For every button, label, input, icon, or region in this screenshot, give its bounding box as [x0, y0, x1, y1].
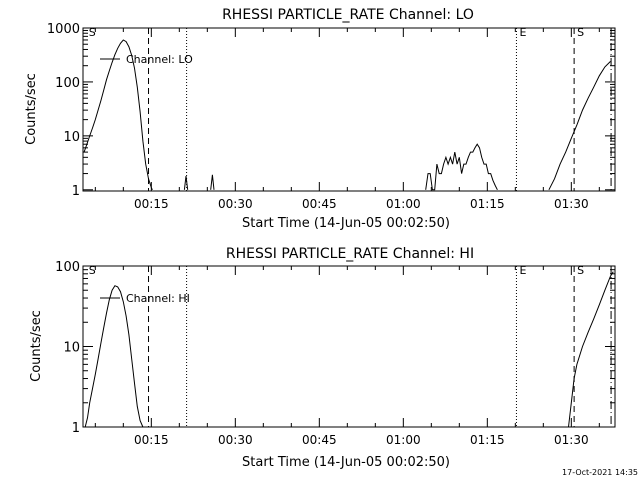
chart-lo-xtick-label-2: 00:45	[302, 197, 337, 211]
chart-lo-series-0-segment-2	[210, 174, 215, 190]
chart-hi-legend-label: Channel: HI	[126, 292, 190, 305]
chart-lo-marker-label-4: S	[577, 26, 584, 39]
chart-hi-ytick-label-1: 10	[63, 341, 80, 356]
chart-lo-series	[83, 39, 611, 191]
chart-lo-frame	[82, 27, 616, 192]
chart-lo-series-0-segment-1	[183, 175, 189, 190]
chart-lo-marker-label-3: E	[519, 26, 526, 39]
chart-lo-ytick-label-1: 10	[63, 130, 80, 145]
chart-hi-marker-label-4: S	[577, 264, 584, 277]
chart-hi-ylabel: Counts/sec	[29, 310, 44, 382]
chart-hi: RHESSI PARTICLE_RATE Channel: HI 00:15 00…	[29, 246, 616, 470]
chart-lo-marker-label-0: S	[89, 26, 96, 39]
chart-lo-ytick-label-3: 1000	[47, 22, 80, 37]
chart-lo-xlabel: Start Time (14-Jun-05 00:02:50)	[242, 216, 450, 231]
chart-lo-ylabel: Counts/sec	[24, 73, 39, 145]
chart-lo-title: RHESSI PARTICLE_RATE Channel: LO	[222, 7, 474, 23]
chart-hi-marker-label-0: S	[89, 264, 96, 277]
chart-lo-legend-label: Channel: LO	[126, 53, 193, 66]
chart-hi-xtick-label-5: 01:30	[554, 433, 589, 447]
chart-hi-ticks: 00:15 00:30 00:45 01:00 01:15 01:30 1 10 100	[55, 260, 615, 447]
chart-lo-ytick-label-0: 1	[72, 184, 80, 199]
chart-hi-series-0-segment-1	[568, 271, 614, 428]
chart-lo-series-0-segment-3	[425, 143, 498, 191]
chart-hi-xtick-label-2: 00:45	[302, 433, 337, 447]
chart-hi-marker-label-3: E	[519, 264, 526, 277]
chart-hi-ytick-label-2: 100	[55, 260, 80, 275]
chart-lo-xtick-label-1: 00:30	[218, 197, 253, 211]
chart-hi-ytick-label-0: 1	[72, 421, 80, 436]
footer-timestamp: 17-Oct-2021 14:35	[562, 468, 638, 477]
chart-lo-xtick-label-4: 01:15	[470, 197, 505, 211]
chart-hi-title: RHESSI PARTICLE_RATE Channel: HI	[226, 246, 474, 262]
chart-lo-ytick-label-2: 100	[55, 76, 80, 91]
chart-hi-xtick-label-1: 00:30	[218, 433, 253, 447]
chart-lo-series-0-segment-0	[83, 39, 153, 191]
chart-lo-xtick-label-5: 01:30	[554, 197, 589, 211]
chart-lo-series-0-segment-4	[548, 61, 611, 191]
chart-hi-xtick-label-4: 01:15	[470, 433, 505, 447]
chart-hi-series-0-segment-0	[84, 285, 144, 428]
chart-lo-ticks: 00:15 00:30 00:45 01:00 01:15 01:30 1 10 100 1000	[47, 22, 615, 211]
chart-hi-series	[84, 271, 614, 428]
chart-hi-xtick-label-0: 00:15	[134, 433, 169, 447]
chart-hi-xtick-label-3: 01:00	[386, 433, 421, 447]
chart-hi-xlabel: Start Time (14-Jun-05 00:02:50)	[242, 455, 450, 470]
chart-lo-xtick-label-3: 01:00	[386, 197, 421, 211]
chart-lo-xtick-label-0: 00:15	[134, 197, 169, 211]
chart-lo: RHESSI PARTICLE_RATE Channel: LO 00:15 00…	[24, 7, 616, 231]
